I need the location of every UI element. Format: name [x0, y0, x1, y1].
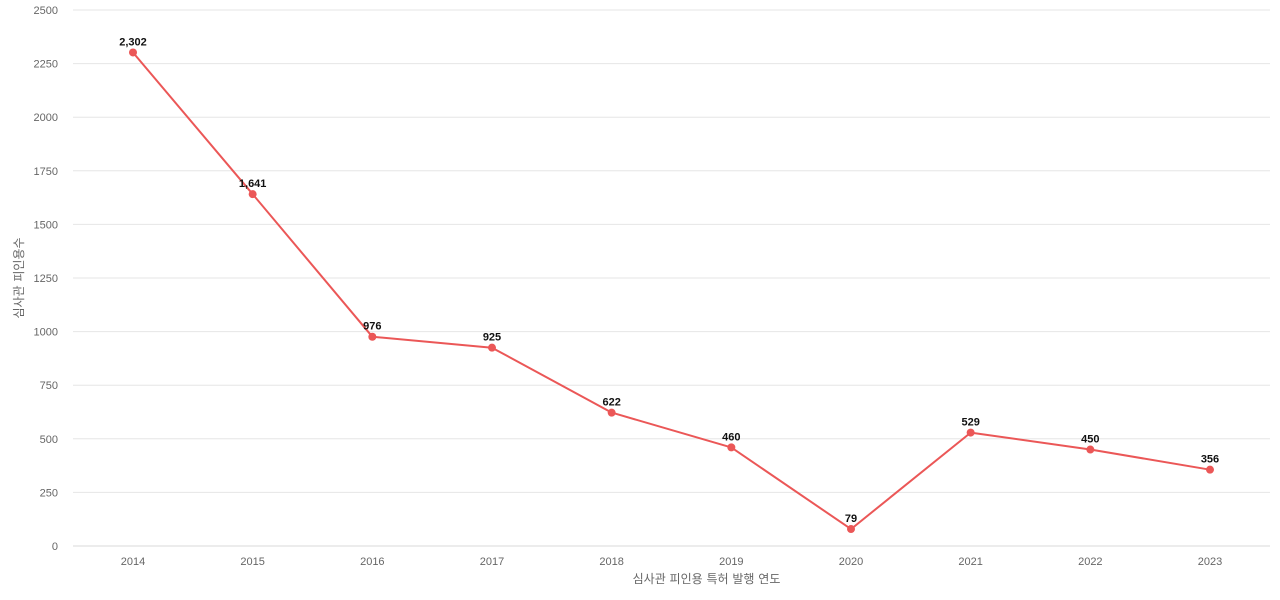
y-tick-label: 1000 [34, 327, 58, 339]
data-label: 460 [722, 431, 740, 443]
x-tick-label: 2017 [480, 556, 504, 568]
data-labels-layer: 2,302 1,641 976 925 622 460 79 529 450 356 [119, 36, 1219, 525]
gridlines [73, 9, 1270, 547]
y-axis-ticks: 0 250 500 750 1000 1250 1500 1750 2000 2250 2500 [34, 5, 58, 553]
y-tick-label: 1250 [34, 273, 58, 285]
x-axis-ticks: 2014 2015 2016 2017 2018 2019 2020 2021 2022 2023 [121, 556, 1222, 568]
series-layer [132, 51, 1211, 531]
data-point[interactable] [1086, 445, 1095, 454]
y-tick-label: 2000 [34, 112, 58, 124]
data-label: 529 [961, 417, 979, 429]
x-tick-label: 2018 [599, 556, 623, 568]
data-point[interactable] [847, 525, 855, 534]
data-label: 2,302 [119, 36, 147, 48]
x-tick-label: 2022 [1078, 556, 1102, 568]
x-tick-label: 2014 [121, 556, 145, 568]
x-tick-label: 2019 [719, 556, 743, 568]
y-tick-label: 750 [40, 380, 58, 392]
data-point[interactable] [488, 343, 496, 352]
x-tick-label: 2020 [839, 556, 863, 568]
y-tick-label: 500 [40, 434, 58, 446]
y-tick-label: 2250 [34, 59, 58, 71]
data-label: 976 [363, 321, 381, 333]
y-tick-label: 1750 [34, 166, 58, 178]
data-point[interactable] [248, 190, 257, 199]
data-point[interactable] [1206, 465, 1214, 474]
data-point[interactable] [966, 428, 975, 437]
y-tick-label: 2500 [34, 5, 58, 17]
x-axis-title: 심사관 피인용 특허 발행 연도 [633, 571, 781, 586]
x-tick-label: 2023 [1198, 556, 1222, 568]
series-line [132, 51, 1211, 531]
data-point[interactable] [727, 443, 736, 452]
data-label: 925 [483, 332, 501, 344]
data-label: 356 [1201, 454, 1219, 466]
y-axis-title: 심사관 피인용수 [12, 237, 26, 318]
y-tick-label: 1500 [34, 219, 58, 231]
points-layer [129, 48, 1214, 534]
x-tick-label: 2021 [958, 556, 982, 568]
y-tick-label: 250 [40, 487, 58, 499]
data-label: 450 [1081, 434, 1099, 446]
data-label: 79 [845, 513, 857, 525]
data-label: 1,641 [239, 178, 267, 190]
x-tick-label: 2016 [360, 556, 384, 568]
x-tick-label: 2015 [240, 556, 264, 568]
data-point[interactable] [129, 48, 137, 57]
data-point[interactable] [607, 408, 616, 417]
data-label: 622 [602, 397, 620, 409]
data-point[interactable] [368, 332, 377, 341]
y-tick-label: 0 [52, 541, 58, 553]
